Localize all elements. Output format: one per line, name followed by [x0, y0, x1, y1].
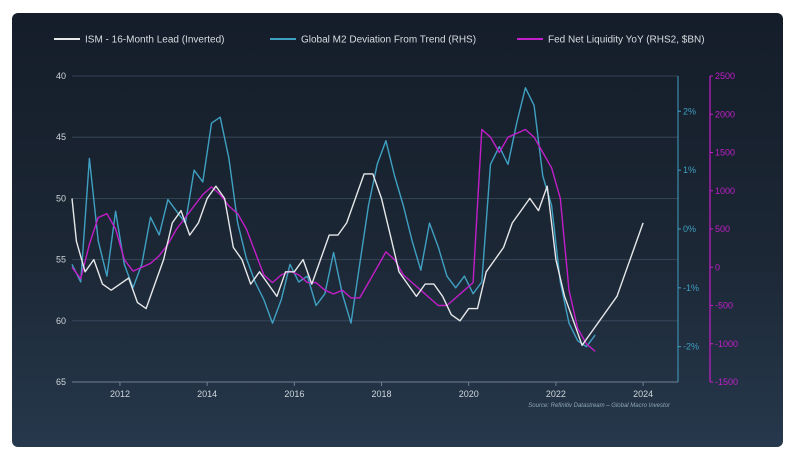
x-tick-label: 2016 [284, 389, 304, 399]
left-tick-label: 45 [56, 132, 66, 142]
legend-label: ISM - 16-Month Lead (Inverted) [85, 35, 225, 46]
legend: ISM - 16-Month Lead (Inverted) Global M2 … [54, 35, 705, 46]
left-tick-label: 55 [56, 255, 66, 265]
right-tick-label: 2% [683, 106, 696, 116]
left-tick-label: 40 [56, 71, 66, 81]
right-tick-label: 0% [683, 224, 696, 234]
x-tick-label: 2014 [197, 389, 217, 399]
right2-tick-label: 0 [715, 262, 720, 272]
right2-tick-label: -500 [715, 301, 733, 311]
right2-tick-label: 1000 [715, 186, 735, 196]
source-note: Source: Refinitiv Datastream – Global Ma… [528, 403, 671, 409]
axes: 40 45 50 55 60 65 2012 2014 2016 2018 2020 2022 2024… [56, 71, 738, 399]
right2-tick-label: -1000 [715, 339, 738, 349]
right2-tick-label: 2500 [715, 71, 735, 81]
x-tick-label: 2012 [110, 389, 130, 399]
series-line-right2 [71, 128, 596, 352]
right2-tick-label: 2000 [715, 109, 735, 119]
x-tick-label: 2022 [546, 389, 566, 399]
series-layer [71, 87, 644, 352]
right-tick-label: -2% [683, 342, 699, 352]
series-line-left [71, 173, 644, 346]
right2-tick-label: 1500 [715, 148, 735, 158]
x-tick-label: 2018 [372, 389, 392, 399]
legend-label: Global M2 Deviation From Trend (RHS) [301, 35, 476, 46]
grid [72, 75, 678, 383]
right-tick-label: -1% [683, 283, 699, 293]
right-tick-label: 1% [683, 165, 696, 175]
left-tick-label: 65 [56, 377, 66, 387]
x-tick-label: 2024 [633, 389, 653, 399]
series-line-right [71, 87, 596, 348]
x-tick-label: 2020 [459, 389, 479, 399]
right2-tick-label: 500 [715, 224, 730, 234]
chart-svg: 40 45 50 55 60 65 2012 2014 2016 2018 2020 2022 2024… [54, 35, 738, 409]
right2-tick-label: -1500 [715, 377, 738, 387]
chart-card: 40 45 50 55 60 65 2012 2014 2016 2018 2020 2022 2024… [12, 13, 783, 447]
left-tick-label: 60 [56, 316, 66, 326]
legend-label: Fed Net Liquidity YoY (RHS2, $BN) [548, 35, 705, 46]
left-tick-label: 50 [56, 193, 66, 203]
